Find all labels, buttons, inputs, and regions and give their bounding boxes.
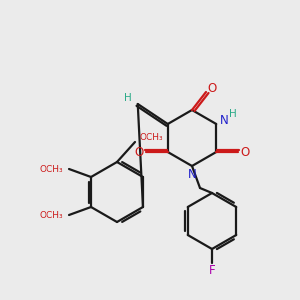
Text: H: H	[230, 109, 237, 119]
Text: F: F	[209, 263, 215, 277]
Text: N: N	[188, 167, 196, 181]
Text: OCH₃: OCH₃	[139, 134, 163, 142]
Text: N: N	[220, 115, 229, 128]
Text: O: O	[207, 82, 217, 94]
Text: H: H	[124, 93, 132, 103]
Text: OCH₃: OCH₃	[39, 164, 63, 173]
Text: O: O	[241, 146, 250, 158]
Text: O: O	[134, 146, 143, 158]
Text: OCH₃: OCH₃	[39, 211, 63, 220]
